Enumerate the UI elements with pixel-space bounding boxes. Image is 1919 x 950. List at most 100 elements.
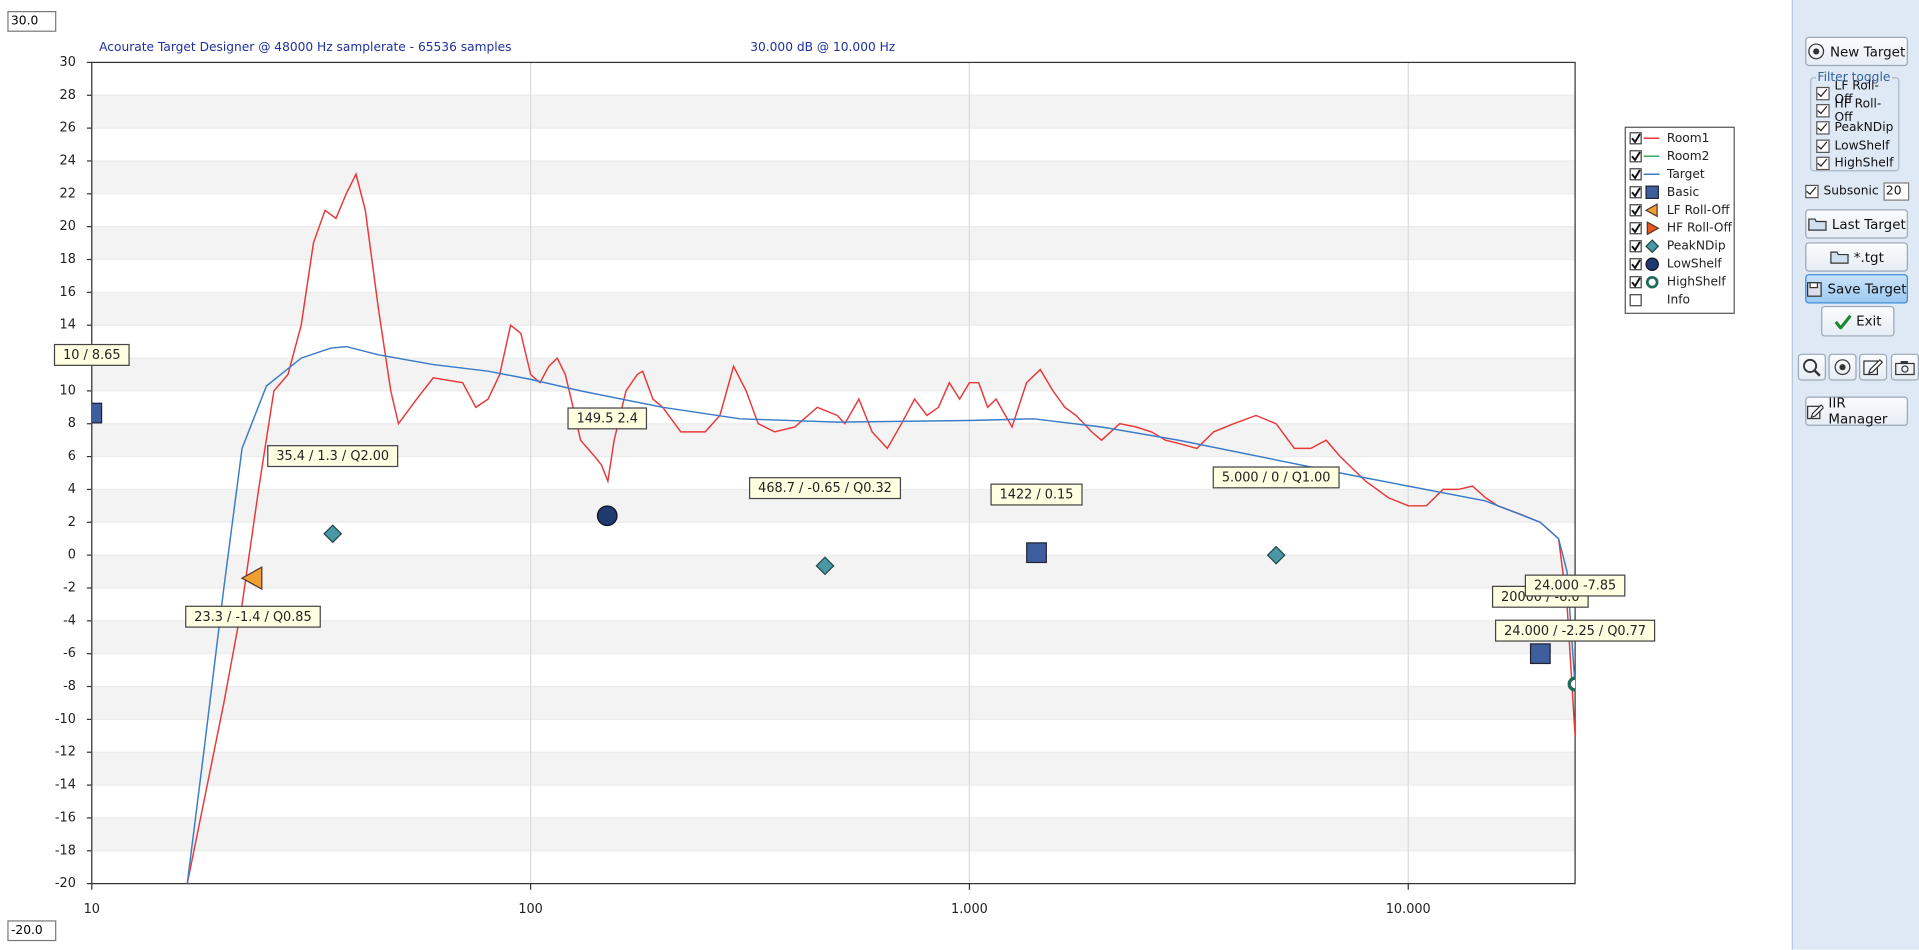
point-label-box	[990, 483, 1083, 506]
point-label: 24.000 -7.85	[1534, 579, 1616, 594]
last-target-button[interactable]: Last Target	[1805, 209, 1908, 239]
checkbox[interactable]	[1816, 156, 1830, 171]
legend-label: LF Roll-Off	[1667, 203, 1730, 217]
legend-checkbox[interactable]	[1629, 276, 1642, 289]
chart-subtitle: 30.000 dB @ 10.000 Hz	[750, 40, 895, 54]
marker	[240, 566, 263, 591]
legend-checkbox[interactable]	[1629, 204, 1642, 217]
subsonic-label: Subsonic	[1823, 184, 1879, 198]
legend-checkbox[interactable]	[1629, 168, 1642, 181]
legend-checkbox[interactable]	[1629, 150, 1642, 163]
point-label: 468.7 / -0.65 / Q0.32	[758, 481, 892, 496]
marker	[1646, 221, 1660, 236]
point-label-box	[1494, 619, 1656, 642]
subsonic-input[interactable]: 20	[1883, 181, 1910, 201]
point-label-box	[185, 605, 321, 628]
checkbox[interactable]	[1816, 139, 1830, 153]
filter-toggle[interactable]: HighShelf	[1816, 155, 1893, 173]
toggle-label: HF Roll-Off	[1834, 97, 1882, 125]
toggle-label: LF Roll-Off	[1834, 79, 1879, 107]
y-tick-label: 26	[60, 121, 76, 136]
point-label-box	[1212, 466, 1340, 489]
marker	[1644, 203, 1658, 218]
edit-button[interactable]	[1859, 353, 1888, 381]
exit-button[interactable]: Exit	[1821, 305, 1895, 337]
point-label: 23.3 / -1.4 / Q0.85	[194, 610, 311, 625]
point-label: 1422 / 0.15	[1000, 488, 1074, 503]
y-tick-label: 22	[60, 186, 76, 201]
x-tick-label: 100	[518, 902, 543, 917]
button-label: New Target	[1829, 43, 1906, 60]
legend-label: Target	[1666, 167, 1705, 181]
legend-check	[1631, 241, 1641, 252]
y-tick-label: -6	[63, 646, 76, 661]
zoom-button[interactable]	[1797, 353, 1826, 381]
legend-check	[1631, 259, 1641, 270]
marker	[1266, 545, 1286, 565]
legend-checkbox[interactable]	[1629, 258, 1642, 271]
point-label-box	[1524, 574, 1626, 597]
target-button[interactable]	[1828, 353, 1857, 381]
marker	[1567, 676, 1576, 692]
subsonic-checkbox[interactable]	[1805, 184, 1819, 198]
checkbox[interactable]	[1816, 86, 1830, 100]
legend-checkbox[interactable]	[1629, 222, 1642, 235]
marker	[596, 505, 618, 527]
checkbox[interactable]	[1816, 121, 1830, 136]
legend-box	[1624, 126, 1735, 314]
marker	[1026, 542, 1047, 564]
legend-label: Room1	[1667, 131, 1710, 145]
series-line	[186, 345, 1576, 884]
filter-toggle[interactable]: PeakNDip	[1816, 120, 1893, 138]
legend-checkbox[interactable]	[1629, 294, 1642, 307]
marker	[1645, 185, 1659, 199]
plot-frame	[91, 61, 1576, 885]
marker	[1645, 275, 1659, 289]
legend-checkbox[interactable]	[1629, 132, 1642, 145]
ymin-input[interactable]: -20.0	[7, 920, 57, 942]
new-target-button[interactable]: New Target	[1805, 36, 1908, 67]
band	[91, 95, 1576, 129]
tgt-button[interactable]: *.tgt	[1805, 242, 1908, 272]
save-target-button[interactable]: Save Target	[1805, 274, 1908, 304]
y-tick-label: 28	[60, 88, 76, 103]
point-label: 5.000 / 0 / Q1.00	[1222, 471, 1331, 486]
y-tick-label: 0	[68, 548, 76, 563]
filter-toggle-group: Filter toggle LF Roll-Off HF Roll-Off Peak…	[1810, 70, 1900, 173]
camera-button[interactable]	[1890, 353, 1919, 381]
button-label: *.tgt	[1853, 249, 1884, 265]
legend-label: Room2	[1667, 149, 1710, 163]
toggle-label: HighShelf	[1834, 156, 1894, 171]
y-tick-label: 20	[60, 219, 76, 234]
toggle-label: LowShelf	[1834, 139, 1890, 153]
y-tick-label: -12	[55, 745, 76, 760]
band	[91, 817, 1576, 851]
y-tick-label: 6	[68, 449, 76, 464]
ymax-input[interactable]: 30.0	[7, 11, 57, 32]
y-tick-label: -4	[63, 613, 76, 628]
button-label: Exit	[1856, 313, 1882, 330]
legend-checkbox[interactable]	[1629, 240, 1642, 253]
marker	[323, 524, 343, 544]
checkbox[interactable]	[1816, 104, 1830, 118]
y-tick-label: 16	[60, 285, 76, 300]
iir-manager-button[interactable]: IIR Manager	[1805, 395, 1908, 427]
filter-toggle[interactable]: LowShelf	[1816, 137, 1893, 155]
point-label-box	[53, 343, 130, 366]
group-title: Filter toggle	[1817, 70, 1891, 85]
chart: -20-18-16-14-12-10-8-6-4-202468101214161…	[53, 40, 1735, 917]
y-tick-label: -18	[55, 843, 76, 858]
legend-label: HF Roll-Off	[1667, 221, 1733, 235]
band	[91, 160, 1576, 194]
legend-label: PeakNDip	[1667, 239, 1726, 253]
y-tick-label: 14	[60, 318, 76, 333]
filter-toggle[interactable]: HF Roll-Off	[1816, 97, 1893, 124]
legend-checkbox[interactable]	[1629, 186, 1642, 199]
band	[91, 555, 1576, 588]
button-label: Last Target	[1831, 216, 1906, 232]
button-label: Save Target	[1827, 280, 1907, 297]
chart-title: Acourate Target Designer @ 48000 Hz samp…	[99, 40, 511, 54]
band	[91, 620, 1576, 654]
filter-toggle[interactable]: LF Roll-Off	[1816, 80, 1893, 107]
